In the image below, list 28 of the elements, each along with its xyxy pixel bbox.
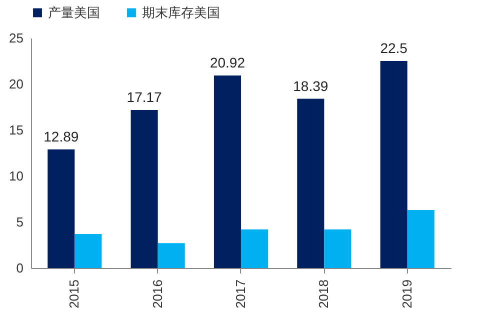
x-tick-label: 2015: [66, 280, 82, 308]
bar: [158, 243, 185, 268]
data-label: 22.5: [380, 40, 408, 56]
x-tick-label: 2017: [233, 280, 248, 308]
data-label: 12.89: [44, 128, 79, 144]
legend-label: 产量美国: [48, 4, 100, 20]
bar: [74, 234, 102, 268]
y-tick-label: 25: [9, 30, 24, 46]
y-tick-label: 20: [9, 76, 24, 92]
x-tick-label: 2018: [316, 280, 332, 308]
x-tick-label: 2016: [150, 280, 165, 308]
bar: [241, 229, 268, 268]
data-label: 18.39: [293, 78, 328, 94]
y-tick-label: 0: [16, 260, 24, 276]
bar: [297, 98, 324, 268]
x-tick-label: 2019: [399, 280, 414, 308]
y-tick-label: 10: [9, 168, 24, 184]
legend-label: 期末库存美国: [142, 4, 220, 20]
bar: [407, 210, 434, 268]
bar: [130, 110, 158, 268]
y-tick-label: 15: [9, 122, 24, 138]
data-label: 20.92: [210, 54, 246, 71]
bar: [214, 76, 241, 268]
bar: [324, 229, 352, 268]
bar: [48, 149, 75, 268]
bar: [380, 61, 408, 268]
y-tick-label: 5: [16, 214, 24, 230]
data-label: 17.17: [126, 89, 162, 106]
